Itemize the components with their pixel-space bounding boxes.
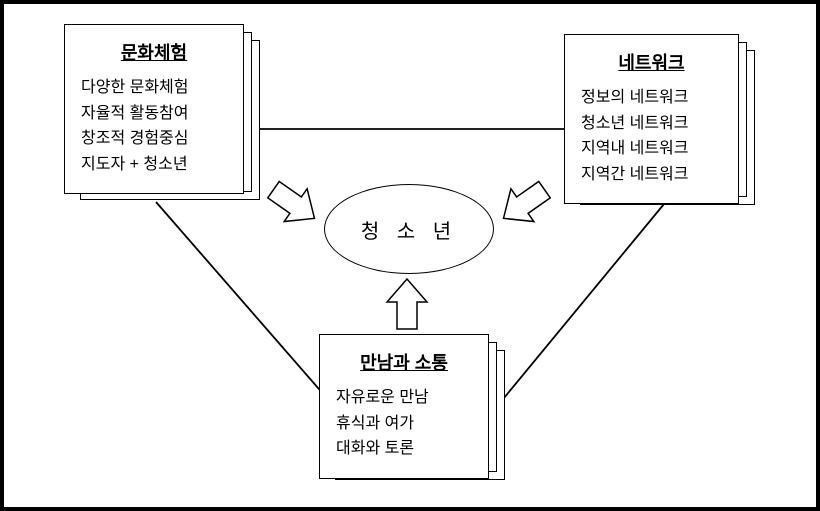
card-right-item: 지역내 네트워크 bbox=[581, 136, 722, 162]
card-bottom-title: 만남과 소통 bbox=[336, 349, 472, 375]
card-left-item: 창조적 경험중심 bbox=[81, 126, 227, 152]
card-bottom-item: 자유로운 만남 bbox=[336, 385, 472, 411]
card-bottom-item: 대화와 토론 bbox=[336, 436, 472, 462]
arrow-bottom bbox=[387, 279, 427, 329]
card-left-item: 다양한 문화체험 bbox=[81, 75, 227, 101]
card-right-item: 정보의 네트워크 bbox=[581, 85, 722, 111]
arrow-right bbox=[492, 173, 556, 234]
card-bottom-items: 자유로운 만남 휴식과 여가 대화와 토론 bbox=[336, 385, 472, 462]
center-ellipse-label: 청 소 년 bbox=[361, 215, 457, 244]
card-right: 네트워크 정보의 네트워크 청소년 네트워크 지역내 네트워크 지역간 네트워크 bbox=[564, 34, 739, 204]
card-bottom: 만남과 소통 자유로운 만남 휴식과 여가 대화와 토론 bbox=[319, 334, 489, 479]
card-left-items: 다양한 문화체험 자율적 활동참여 창조적 경험중심 지도자 + 청소년 bbox=[81, 75, 227, 177]
card-left: 문화체험 다양한 문화체험 자율적 활동참여 창조적 경험중심 지도자 + 청소… bbox=[64, 24, 244, 194]
card-left-title: 문화체험 bbox=[81, 39, 227, 65]
card-right-item: 지역간 네트워크 bbox=[581, 162, 722, 188]
center-ellipse: 청 소 년 bbox=[324, 184, 494, 274]
card-right-item: 청소년 네트워크 bbox=[581, 111, 722, 137]
card-left-item: 지도자 + 청소년 bbox=[81, 152, 227, 178]
card-right-title: 네트워크 bbox=[581, 49, 722, 75]
card-bottom-item: 휴식과 여가 bbox=[336, 411, 472, 437]
card-left-item: 자율적 활동참여 bbox=[81, 101, 227, 127]
card-right-items: 정보의 네트워크 청소년 네트워크 지역내 네트워크 지역간 네트워크 bbox=[581, 85, 722, 187]
arrow-left bbox=[262, 173, 326, 234]
